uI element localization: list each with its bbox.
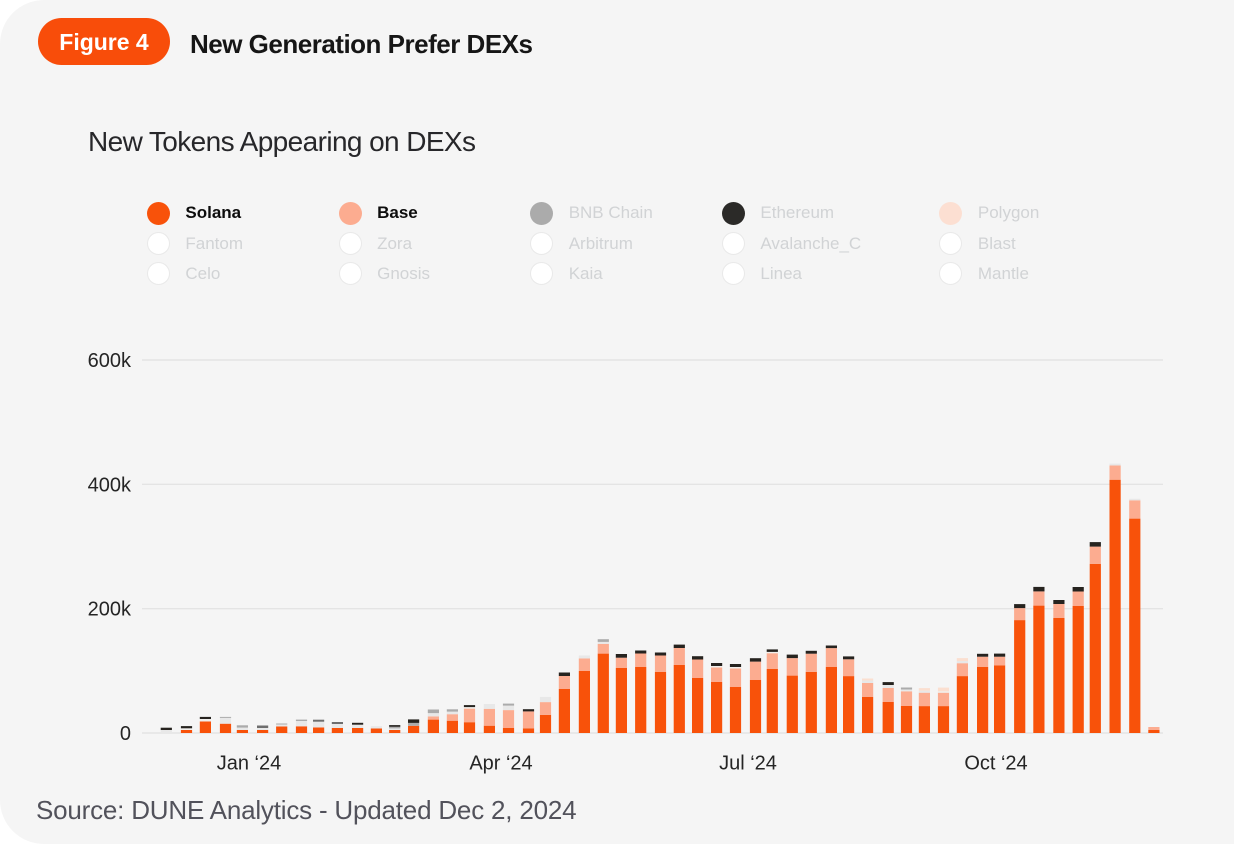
svg-text:Oct ‘24: Oct ‘24 (964, 753, 1027, 775)
svg-text:Jul ‘24: Jul ‘24 (719, 753, 777, 775)
svg-text:400k: 400k (88, 474, 132, 496)
svg-text:Jan ‘24: Jan ‘24 (217, 753, 282, 775)
svg-text:600k: 600k (88, 350, 132, 372)
svg-text:0: 0 (120, 723, 131, 745)
svg-text:Apr ‘24: Apr ‘24 (469, 753, 532, 775)
svg-text:200k: 200k (88, 599, 132, 621)
